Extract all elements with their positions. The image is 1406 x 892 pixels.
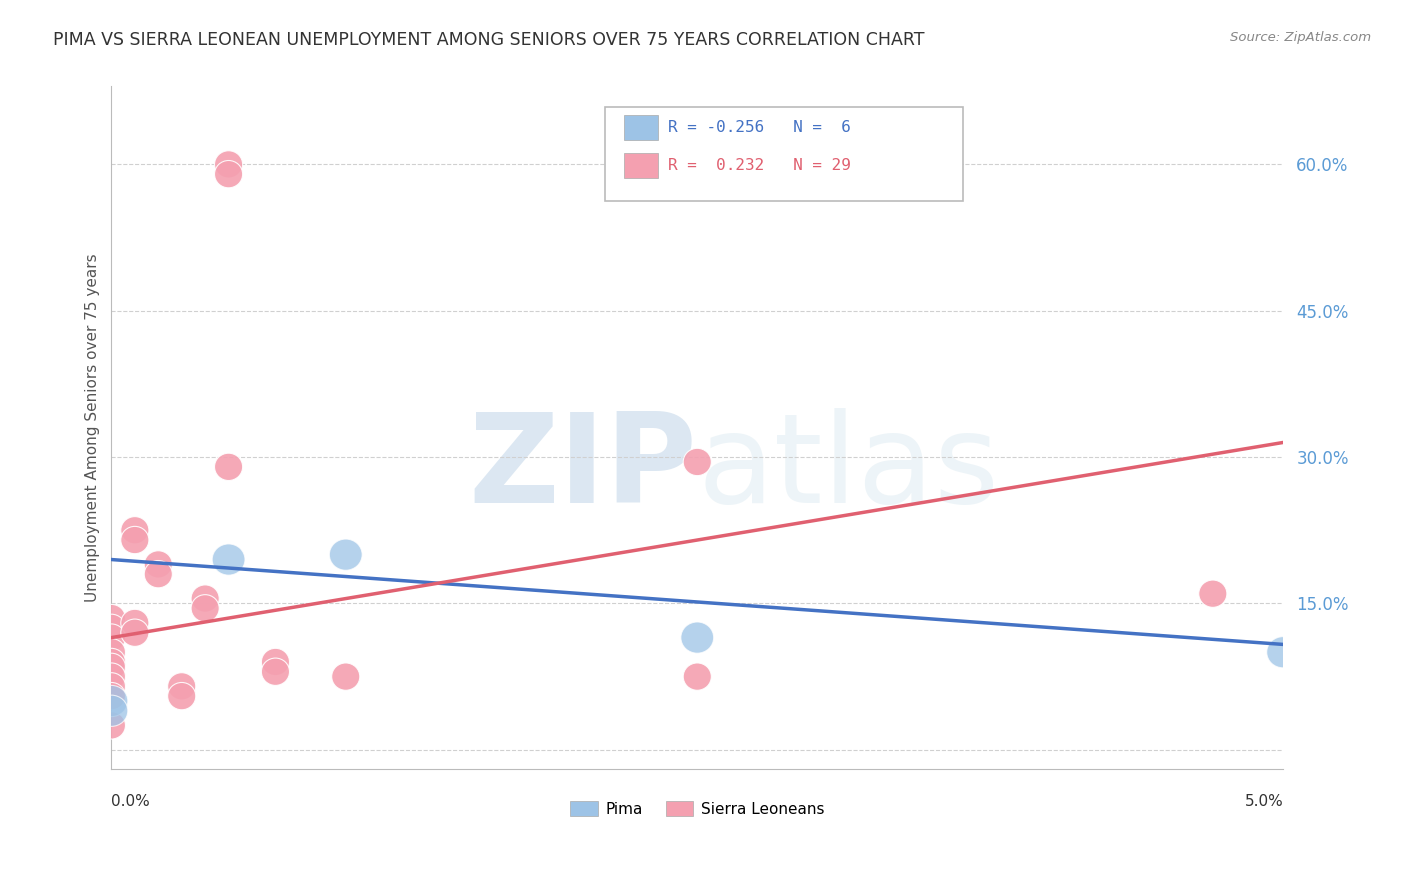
Ellipse shape — [97, 653, 125, 681]
Ellipse shape — [121, 609, 149, 637]
Text: Source: ZipAtlas.com: Source: ZipAtlas.com — [1230, 31, 1371, 45]
Ellipse shape — [97, 682, 125, 710]
Legend: Pima, Sierra Leoneans: Pima, Sierra Leoneans — [564, 796, 831, 823]
Text: R = -0.256   N =  6: R = -0.256 N = 6 — [668, 120, 851, 135]
Ellipse shape — [683, 449, 711, 475]
Ellipse shape — [215, 151, 243, 178]
Ellipse shape — [191, 595, 219, 622]
Ellipse shape — [215, 161, 243, 188]
Ellipse shape — [215, 453, 243, 481]
Text: R =  0.232   N = 29: R = 0.232 N = 29 — [668, 159, 851, 173]
Ellipse shape — [1267, 637, 1299, 668]
Ellipse shape — [97, 648, 125, 675]
Ellipse shape — [97, 605, 125, 632]
Ellipse shape — [121, 516, 149, 544]
Ellipse shape — [97, 712, 125, 739]
Ellipse shape — [121, 619, 149, 647]
Text: ZIP: ZIP — [468, 409, 697, 529]
Ellipse shape — [332, 663, 360, 690]
Ellipse shape — [97, 624, 125, 651]
Ellipse shape — [97, 663, 125, 690]
Ellipse shape — [167, 673, 195, 700]
Text: 5.0%: 5.0% — [1244, 794, 1284, 809]
Ellipse shape — [262, 658, 290, 685]
Ellipse shape — [97, 673, 125, 700]
Ellipse shape — [96, 695, 128, 726]
Ellipse shape — [262, 648, 290, 675]
Ellipse shape — [97, 639, 125, 666]
Ellipse shape — [681, 622, 714, 653]
Ellipse shape — [1199, 580, 1227, 607]
Ellipse shape — [121, 526, 149, 554]
Text: PIMA VS SIERRA LEONEAN UNEMPLOYMENT AMONG SENIORS OVER 75 YEARS CORRELATION CHAR: PIMA VS SIERRA LEONEAN UNEMPLOYMENT AMON… — [53, 31, 925, 49]
Ellipse shape — [145, 550, 173, 578]
Ellipse shape — [329, 539, 363, 570]
Ellipse shape — [97, 615, 125, 641]
Y-axis label: Unemployment Among Seniors over 75 years: Unemployment Among Seniors over 75 years — [86, 253, 100, 602]
Ellipse shape — [96, 685, 128, 716]
Text: 0.0%: 0.0% — [111, 794, 150, 809]
Ellipse shape — [212, 544, 245, 575]
Ellipse shape — [167, 682, 195, 710]
Ellipse shape — [145, 560, 173, 588]
Ellipse shape — [191, 585, 219, 612]
Ellipse shape — [683, 663, 711, 690]
Text: atlas: atlas — [697, 409, 1000, 529]
